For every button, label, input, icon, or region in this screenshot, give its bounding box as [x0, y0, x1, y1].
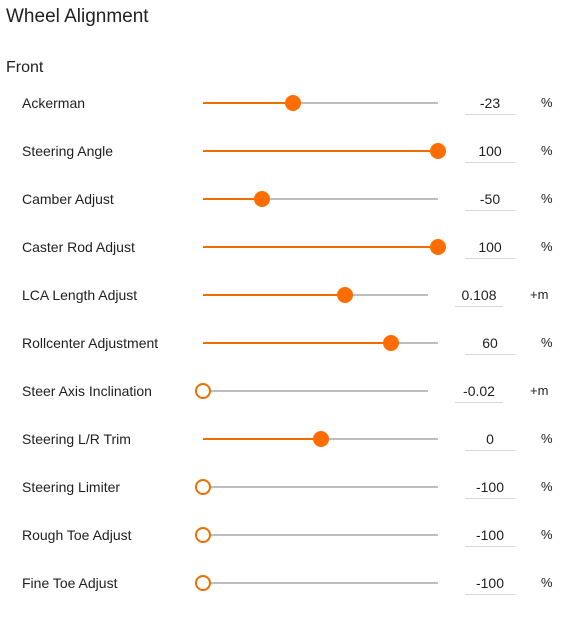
steering-angle-value-input[interactable]: 100 — [465, 139, 515, 163]
camber-adjust-slider[interactable] — [203, 191, 438, 207]
setting-row-rollcenter-adjustment: Rollcenter Adjustment 60% — [0, 319, 566, 367]
section-title-front: Front — [6, 59, 44, 76]
setting-label: Ackerman — [22, 95, 86, 111]
slider-thumb[interactable] — [312, 431, 329, 447]
rollcenter-adjustment-slider[interactable] — [203, 335, 438, 351]
setting-row-ackerman: Ackerman -23% — [0, 79, 566, 127]
unit-label: % — [541, 335, 553, 350]
setting-row-steering-limiter: Steering Limiter -100% — [0, 463, 566, 511]
rollcenter-adjustment-value-input[interactable]: 60 — [465, 331, 515, 355]
lca-length-adjust-value-input[interactable]: 0.108 — [455, 283, 503, 307]
slider-fill — [203, 246, 438, 248]
unit-label: +m — [530, 383, 549, 398]
setting-label: Steering Limiter — [22, 479, 121, 495]
setting-label: Steering L/R Trim — [22, 431, 131, 447]
setting-label: Caster Rod Adjust — [22, 239, 135, 255]
page-title: Wheel Alignment — [6, 6, 149, 27]
slider-track — [203, 102, 438, 104]
slider-fill — [203, 342, 391, 344]
steering-limiter-value-input[interactable]: -100 — [465, 475, 515, 499]
slider-track — [203, 582, 438, 584]
slider-fill — [203, 150, 438, 152]
rough-toe-adjust-slider[interactable] — [195, 527, 438, 543]
fine-toe-adjust-value-input[interactable]: -100 — [465, 571, 515, 595]
slider-track — [203, 198, 438, 200]
setting-row-steering-l-r-trim: Steering L/R Trim 0% — [0, 415, 566, 463]
steer-axis-inclination-value-input[interactable]: -0.02 — [455, 379, 503, 403]
setting-row-fine-toe-adjust: Fine Toe Adjust -100% — [0, 559, 566, 607]
unit-label: % — [541, 191, 553, 206]
setting-label: Camber Adjust — [22, 191, 114, 207]
unit-label: +m — [530, 287, 549, 302]
setting-row-lca-length-adjust: LCA Length Adjust 0.108 +m — [0, 271, 566, 319]
unit-label: % — [541, 575, 553, 590]
slider-thumb[interactable] — [195, 383, 211, 399]
unit-label: % — [541, 527, 553, 542]
setting-row-rough-toe-adjust: Rough Toe Adjust -100% — [0, 511, 566, 559]
slider-track — [203, 534, 438, 536]
slider-thumb[interactable] — [195, 479, 211, 495]
lca-length-adjust-slider[interactable] — [203, 287, 428, 303]
slider-thumb[interactable] — [195, 575, 211, 591]
camber-adjust-value-input[interactable]: -50 — [465, 187, 515, 211]
caster-rod-adjust-value-input[interactable]: 100 — [465, 235, 515, 259]
slider-track — [203, 390, 428, 392]
setting-row-caster-rod-adjust: Caster Rod Adjust 100% — [0, 223, 566, 271]
unit-label: % — [541, 431, 553, 446]
setting-label: LCA Length Adjust — [22, 287, 138, 303]
rough-toe-adjust-value-input[interactable]: -100 — [465, 523, 515, 547]
unit-label: % — [541, 95, 553, 110]
slider-thumb[interactable] — [337, 287, 354, 303]
slider-thumb[interactable] — [430, 143, 446, 159]
slider-thumb[interactable] — [195, 527, 211, 543]
setting-row-camber-adjust: Camber Adjust -50% — [0, 175, 566, 223]
slider-fill — [203, 438, 321, 440]
slider-fill — [203, 102, 294, 104]
slider-thumb[interactable] — [430, 239, 446, 255]
caster-rod-adjust-slider[interactable] — [203, 239, 446, 255]
slider-thumb[interactable] — [253, 191, 270, 207]
setting-label: Rough Toe Adjust — [22, 527, 132, 543]
steer-axis-inclination-slider[interactable] — [195, 383, 428, 399]
ackerman-slider[interactable] — [203, 95, 438, 111]
setting-row-steering-angle: Steering Angle 100% — [0, 127, 566, 175]
unit-label: % — [541, 479, 553, 494]
fine-toe-adjust-slider[interactable] — [195, 575, 438, 591]
slider-fill — [203, 294, 346, 296]
setting-label: Steering Angle — [22, 143, 114, 159]
steering-angle-slider[interactable] — [203, 143, 446, 159]
slider-fill — [203, 198, 262, 200]
slider-thumb[interactable] — [285, 95, 302, 111]
setting-label: Steer Axis Inclination — [22, 383, 152, 399]
slider-track — [203, 486, 438, 488]
ackerman-value-input[interactable]: -23 — [465, 91, 515, 115]
steering-l-r-trim-slider[interactable] — [203, 431, 438, 447]
steering-l-r-trim-value-input[interactable]: 0 — [465, 427, 515, 451]
steering-limiter-slider[interactable] — [195, 479, 438, 495]
unit-label: % — [541, 239, 553, 254]
setting-row-steer-axis-inclination: Steer Axis Inclination -0.02 +m — [0, 367, 566, 415]
setting-label: Fine Toe Adjust — [22, 575, 118, 591]
slider-thumb[interactable] — [383, 335, 399, 351]
setting-label: Rollcenter Adjustment — [22, 335, 159, 351]
unit-label: % — [541, 143, 553, 158]
